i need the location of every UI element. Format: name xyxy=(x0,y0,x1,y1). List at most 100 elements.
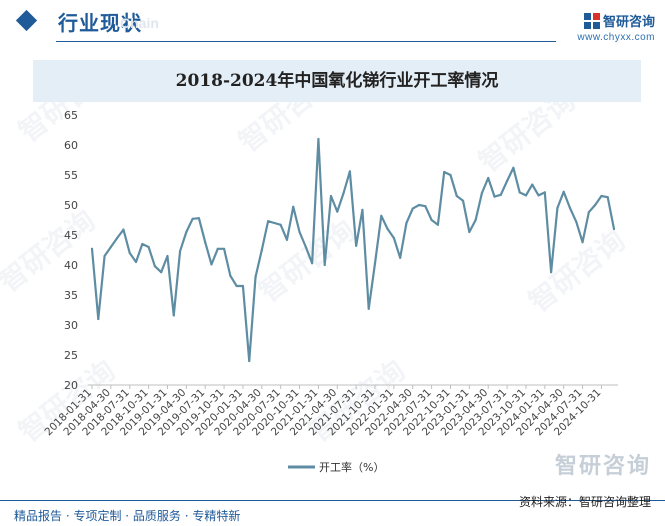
data-point xyxy=(141,242,144,246)
legend-label: 开工率（%） xyxy=(319,460,384,474)
data-point xyxy=(612,227,616,231)
data-point xyxy=(273,221,276,225)
data-point xyxy=(260,248,263,252)
chart-title: 2018-2024年中国氧化锑行业开工率情况 xyxy=(175,71,499,91)
data-point xyxy=(531,183,534,186)
data-point xyxy=(323,263,326,267)
y-tick-label: 50 xyxy=(64,199,78,212)
data-point xyxy=(185,230,188,234)
data-point xyxy=(153,265,156,268)
y-tick-label: 60 xyxy=(64,139,78,152)
data-point xyxy=(197,217,201,220)
data-point xyxy=(304,245,307,249)
y-tick-label: 30 xyxy=(64,319,78,332)
data-point xyxy=(392,236,395,240)
data-point xyxy=(461,199,465,202)
y-tick-label: 35 xyxy=(64,289,78,302)
y-tick-label: 25 xyxy=(64,349,78,362)
chart-title-band: 2018-2024年中国氧化锑行业开工率情况 xyxy=(33,60,641,102)
data-point xyxy=(380,214,383,217)
data-point xyxy=(556,206,559,210)
data-point xyxy=(355,244,358,247)
y-tick-label: 40 xyxy=(64,259,78,272)
data-point xyxy=(248,359,251,363)
data-point xyxy=(266,220,270,223)
data-point xyxy=(292,205,295,208)
data-point xyxy=(443,170,446,174)
data-point xyxy=(122,228,125,231)
data-point xyxy=(254,275,257,279)
data-point xyxy=(317,137,320,141)
data-point xyxy=(436,223,440,226)
data-point xyxy=(298,230,301,234)
data-point xyxy=(116,236,119,240)
data-point xyxy=(568,206,572,210)
data-point xyxy=(474,218,477,222)
data-point xyxy=(336,210,339,213)
data-point xyxy=(241,284,245,288)
data-point xyxy=(480,191,484,195)
data-point xyxy=(575,220,578,223)
data-point xyxy=(399,256,402,259)
brand-url: www.chyxx.com xyxy=(577,32,655,43)
data-point xyxy=(505,179,509,183)
footer-tagline: 精品报告 · 专项定制 · 品质服务 · 专精特新 xyxy=(14,509,241,523)
data-point xyxy=(449,173,452,177)
data-point xyxy=(204,241,207,244)
data-point xyxy=(468,230,471,234)
brand-name: 智研咨询 xyxy=(602,15,655,30)
data-point xyxy=(386,227,389,231)
y-tick-label: 55 xyxy=(64,169,78,182)
data-point xyxy=(216,247,219,250)
data-point xyxy=(235,284,238,288)
data-point xyxy=(417,203,421,207)
data-point xyxy=(342,191,345,195)
data-point xyxy=(285,238,289,241)
data-point xyxy=(424,205,427,208)
data-point xyxy=(594,203,597,207)
data-point xyxy=(166,254,169,258)
y-tick-label: 45 xyxy=(64,229,78,242)
data-point xyxy=(550,271,553,274)
data-point xyxy=(373,262,377,265)
data-point xyxy=(348,170,351,173)
data-point xyxy=(600,194,603,198)
data-point xyxy=(493,195,496,198)
y-tick-label: 65 xyxy=(64,109,78,122)
data-point xyxy=(361,208,364,211)
data-point xyxy=(499,193,502,196)
data-point xyxy=(543,191,546,194)
data-point xyxy=(128,251,131,255)
data-point xyxy=(329,194,333,198)
data-point xyxy=(562,190,565,193)
data-point xyxy=(606,196,609,199)
brand-logo-icon xyxy=(583,12,600,29)
watermark-brand: 智研咨询 xyxy=(554,454,651,479)
data-point xyxy=(524,194,528,197)
y-tick-label: 20 xyxy=(64,379,78,392)
data-point xyxy=(587,211,590,214)
data-point xyxy=(222,247,226,250)
data-point xyxy=(411,207,414,210)
data-point xyxy=(487,176,490,180)
data-point xyxy=(172,314,175,317)
data-point xyxy=(518,191,521,194)
data-point xyxy=(311,262,314,265)
data-point xyxy=(147,245,150,249)
section-subtitle: Chain xyxy=(120,15,159,31)
data-point xyxy=(430,218,433,222)
data-point xyxy=(90,247,94,250)
data-point xyxy=(455,194,458,198)
data-point xyxy=(405,221,408,225)
data-point xyxy=(229,274,232,277)
data-point xyxy=(191,217,194,220)
series-line xyxy=(90,137,616,363)
data-point xyxy=(134,260,138,264)
data-point xyxy=(512,166,515,169)
source-note: 资料来源：智研咨询整理 xyxy=(518,495,651,509)
brand-block: 智研咨询 www.chyxx.com xyxy=(577,10,655,43)
data-point xyxy=(367,307,370,310)
data-point xyxy=(103,254,106,258)
data-point xyxy=(178,250,182,253)
